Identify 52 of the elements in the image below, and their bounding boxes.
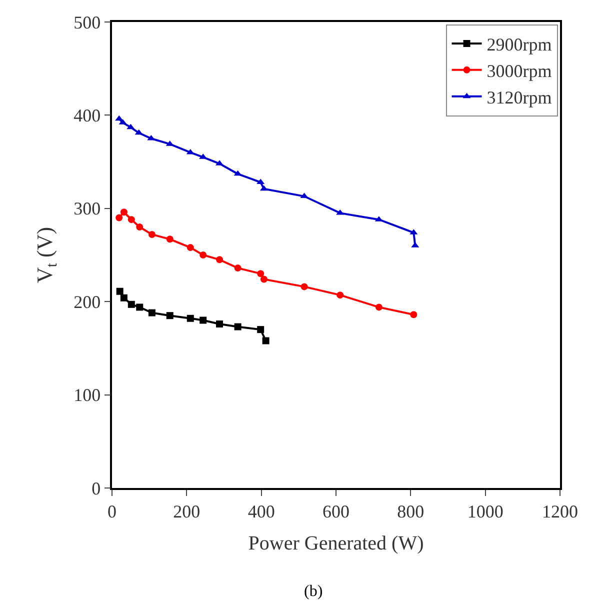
x-axis-title: Power Generated (W) [248, 532, 424, 554]
point [115, 115, 124, 121]
x-tick-label: 0 [108, 501, 116, 522]
point [216, 256, 224, 264]
point [410, 311, 418, 318]
text: (b) [304, 583, 323, 600]
point [120, 208, 128, 216]
point [300, 192, 308, 198]
point [116, 214, 123, 222]
point [336, 292, 344, 299]
legend-label: 2900rpm [486, 34, 552, 55]
point [148, 309, 156, 316]
point [262, 337, 270, 344]
point [126, 124, 135, 130]
point [116, 288, 124, 295]
point [136, 304, 144, 311]
x-tick-label: 400 [248, 501, 275, 522]
point [120, 294, 128, 302]
point [234, 264, 242, 272]
point [260, 276, 268, 283]
point [186, 314, 194, 322]
legend-label: 3120rpm [486, 87, 552, 108]
point [234, 323, 242, 330]
point [260, 185, 268, 191]
x-tick-label: 600 [322, 501, 350, 522]
y-tick-label: 0 [92, 478, 101, 498]
point [166, 236, 174, 243]
x-tick-label: 200 [173, 501, 200, 522]
point [136, 224, 144, 231]
point [134, 129, 143, 135]
x-tick-label: 800 [397, 501, 424, 522]
point [128, 300, 135, 308]
point [200, 316, 207, 324]
y-tick-label: 400 [74, 106, 101, 126]
point [375, 304, 382, 311]
point [186, 244, 194, 252]
x-tick-label: 1000 [467, 501, 504, 522]
y-tick-label: 500 [74, 12, 101, 32]
point [166, 312, 174, 320]
point [256, 178, 265, 184]
y-tick-label: 100 [74, 385, 101, 406]
point [257, 326, 264, 334]
y-tick-label: 200 [74, 292, 101, 312]
point [128, 216, 135, 224]
point [148, 231, 156, 238]
point [216, 320, 224, 328]
point [300, 283, 308, 290]
point [200, 252, 207, 258]
point [257, 270, 264, 278]
y-tick-label: 300 [74, 198, 101, 219]
x-tick-label: 1200 [542, 501, 578, 522]
legend-label: 3000rpm [486, 60, 552, 81]
